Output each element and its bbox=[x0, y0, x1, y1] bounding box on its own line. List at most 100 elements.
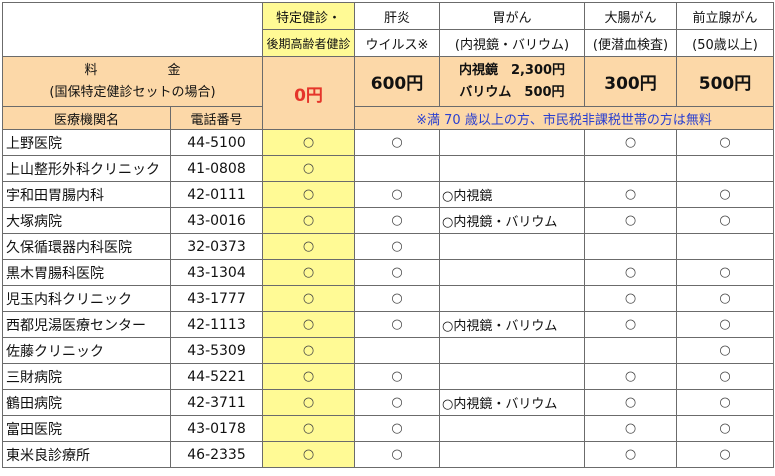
hepatitis-mark: ○ bbox=[354, 441, 440, 468]
header-colon-line1: 大腸がん bbox=[584, 2, 677, 30]
facility-phone: 43-0178 bbox=[170, 415, 263, 442]
fee-gastric-endoscopy: 内視鏡 2,300円 bbox=[458, 62, 566, 78]
facility-phone: 42-1113 bbox=[170, 311, 263, 338]
header-row-2: 後期高齢者健診 ウイルス※ (内視鏡・バリウム) (便潜血検査) (50歳以上) bbox=[3, 29, 774, 57]
checkup-mark: ○ bbox=[262, 129, 355, 156]
facility-name: 久保循環器内科医院 bbox=[2, 233, 171, 260]
hepatitis-mark: ○ bbox=[354, 181, 440, 208]
checkup-mark: ○ bbox=[262, 259, 355, 286]
header-colon-line2: (便潜血検査) bbox=[584, 29, 677, 57]
header-hepatitis-line2: ウイルス※ bbox=[354, 29, 440, 57]
gastric-mark bbox=[439, 337, 585, 364]
gastric-mark: ○内視鏡・バリウム bbox=[439, 207, 585, 234]
prostate-mark: ○ bbox=[676, 207, 774, 234]
gastric-mark bbox=[439, 233, 585, 260]
colon-mark: ○ bbox=[584, 181, 677, 208]
facility-name: 児玉内科クリニック bbox=[2, 285, 171, 312]
hepatitis-mark bbox=[354, 155, 440, 182]
facility-phone: 46-2335 bbox=[170, 441, 263, 468]
gastric-mark bbox=[439, 259, 585, 286]
screening-table: 特定健診・ 肝炎 胃がん 大腸がん 前立腺がん 後期高齢者健診 ウイルス※ (内… bbox=[2, 2, 774, 468]
table-row: 黒木胃腸科医院 43-1304 ○ ○ ○ ○ bbox=[2, 259, 774, 286]
facility-phone: 42-0111 bbox=[170, 181, 263, 208]
header-blank-cell bbox=[2, 2, 263, 57]
prostate-mark: ○ bbox=[676, 259, 774, 286]
gastric-mark bbox=[439, 129, 585, 156]
prostate-mark: ○ bbox=[676, 285, 774, 312]
gastric-mark bbox=[439, 155, 585, 182]
table-row: 東米良診療所 46-2335 ○ ○ ○ ○ bbox=[2, 441, 774, 468]
table-row: 大塚病院 43-0016 ○ ○ ○内視鏡・バリウム ○ ○ bbox=[2, 207, 774, 234]
facility-name: 上山整形外科クリニック bbox=[2, 155, 171, 182]
facility-name: 東米良診療所 bbox=[2, 441, 171, 468]
prostate-mark bbox=[676, 155, 774, 182]
header-checkup-line1: 特定健診・ bbox=[262, 2, 355, 30]
fee-row: 料金 (国保特定健診セットの場合) 0円 600円 内視鏡 2,300円 バリウ… bbox=[2, 56, 774, 130]
header-gastric-line1: 胃がん bbox=[439, 2, 585, 30]
table-row: 鶴田病院 42-3711 ○ ○ ○内視鏡・バリウム ○ ○ bbox=[2, 389, 774, 416]
facility-name: 三財病院 bbox=[2, 363, 171, 390]
facility-name: 宇和田胃腸内科 bbox=[2, 181, 171, 208]
facility-phone: 42-3711 bbox=[170, 389, 263, 416]
table-row: 児玉内科クリニック 43-1777 ○ ○ ○ ○ bbox=[2, 285, 774, 312]
prostate-mark: ○ bbox=[676, 181, 774, 208]
facility-phone: 44-5221 bbox=[170, 363, 263, 390]
table-row: 西都児湯医療センター 42-1113 ○ ○ ○内視鏡・バリウム ○ ○ bbox=[2, 311, 774, 338]
checkup-mark: ○ bbox=[262, 207, 355, 234]
checkup-mark: ○ bbox=[262, 233, 355, 260]
column-phone-header: 電話番号 bbox=[170, 106, 263, 130]
hepatitis-mark: ○ bbox=[354, 233, 440, 260]
hepatitis-mark: ○ bbox=[354, 415, 440, 442]
hepatitis-mark: ○ bbox=[354, 207, 440, 234]
fee-label-line1: 料金 bbox=[84, 62, 251, 78]
facility-name: 上野医院 bbox=[2, 129, 171, 156]
hepatitis-mark: ○ bbox=[354, 363, 440, 390]
fee-checkup: 0円 bbox=[262, 56, 355, 130]
facility-phone: 44-5100 bbox=[170, 129, 263, 156]
checkup-mark: ○ bbox=[262, 311, 355, 338]
prostate-mark: ○ bbox=[676, 415, 774, 442]
facility-rows: 上野医院 44-5100 ○ ○ ○ ○ 上山整形外科クリニック 41-0808 ○ 宇和田胃腸内… bbox=[2, 129, 774, 468]
colon-mark: ○ bbox=[584, 259, 677, 286]
checkup-mark: ○ bbox=[262, 363, 355, 390]
checkup-mark: ○ bbox=[262, 155, 355, 182]
facility-phone: 43-1304 bbox=[170, 259, 263, 286]
table-row: 三財病院 44-5221 ○ ○ ○ ○ bbox=[2, 363, 774, 390]
colon-mark: ○ bbox=[584, 129, 677, 156]
facility-phone: 41-0808 bbox=[170, 155, 263, 182]
fee-label-line2: (国保特定健診セットの場合) bbox=[49, 84, 216, 100]
checkup-mark: ○ bbox=[262, 441, 355, 468]
header-checkup-line2: 後期高齢者健診 bbox=[262, 29, 355, 57]
checkup-mark: ○ bbox=[262, 337, 355, 364]
checkup-mark: ○ bbox=[262, 181, 355, 208]
gastric-mark: ○内視鏡・バリウム bbox=[439, 311, 585, 338]
table-row: 富田医院 43-0178 ○ ○ ○ ○ bbox=[2, 415, 774, 442]
table-row: 久保循環器内科医院 32-0373 ○ ○ bbox=[2, 233, 774, 260]
header-prostate-line2: (50歳以上) bbox=[676, 29, 774, 57]
hepatitis-mark: ○ bbox=[354, 259, 440, 286]
colon-mark: ○ bbox=[584, 311, 677, 338]
hepatitis-mark: ○ bbox=[354, 129, 440, 156]
colon-mark: ○ bbox=[584, 207, 677, 234]
gastric-mark: ○内視鏡・バリウム bbox=[439, 389, 585, 416]
facility-phone: 43-0016 bbox=[170, 207, 263, 234]
gastric-mark bbox=[439, 285, 585, 312]
colon-mark: ○ bbox=[584, 363, 677, 390]
colon-mark: ○ bbox=[584, 441, 677, 468]
table-row: 上山整形外科クリニック 41-0808 ○ bbox=[2, 155, 774, 182]
colon-mark: ○ bbox=[584, 285, 677, 312]
column-header-row: 医療機関名 電話番号 ※満 70 歳以上の方、市民税非課税世帯の方は無料 bbox=[2, 106, 774, 130]
colon-mark bbox=[584, 233, 677, 260]
gastric-mark bbox=[439, 415, 585, 442]
facility-name: 西都児湯医療センター bbox=[2, 311, 171, 338]
checkup-mark: ○ bbox=[262, 389, 355, 416]
fee-gastric-cell: 内視鏡 2,300円 バリウム 500円 bbox=[439, 56, 585, 107]
free-eligibility-note: ※満 70 歳以上の方、市民税非課税世帯の方は無料 bbox=[354, 106, 774, 130]
colon-mark bbox=[584, 155, 677, 182]
prostate-mark: ○ bbox=[676, 311, 774, 338]
facility-name: 佐藤クリニック bbox=[2, 337, 171, 364]
gastric-mark bbox=[439, 441, 585, 468]
facility-name: 大塚病院 bbox=[2, 207, 171, 234]
hepatitis-mark: ○ bbox=[354, 311, 440, 338]
prostate-mark: ○ bbox=[676, 363, 774, 390]
